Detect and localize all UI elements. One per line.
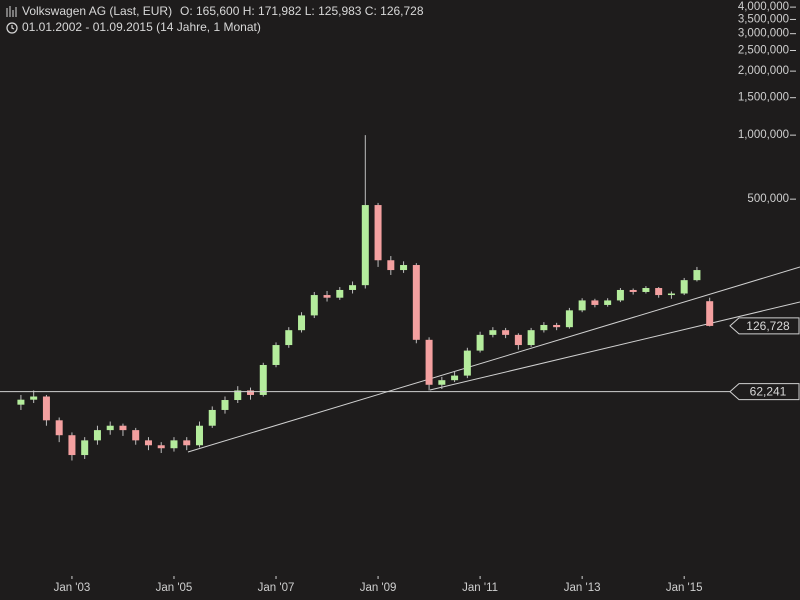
candle-body [310, 295, 318, 316]
bar-icon [6, 6, 17, 17]
price-tag [729, 383, 800, 401]
candle-body [272, 345, 280, 365]
candle-body [553, 324, 561, 328]
candle-body [234, 390, 242, 401]
candle-body [706, 301, 714, 326]
candle-body [642, 288, 650, 292]
candle-body [298, 315, 306, 331]
candle-body [438, 380, 446, 385]
price-tag-label: 62,241 [750, 385, 787, 399]
y-tick-label: 4,000,000 [738, 1, 789, 13]
y-tick-label: 1,000,000 [738, 129, 789, 141]
candle-body [17, 399, 25, 405]
price-tag-label: 126,728 [746, 319, 790, 333]
trendline [187, 266, 800, 453]
y-tick-label: 500,000 [747, 193, 789, 205]
candle-body [259, 364, 267, 395]
x-tick-label: Jan '03 [54, 582, 91, 594]
candle-body [374, 205, 382, 261]
candle-body [591, 300, 599, 305]
candle-body [42, 396, 50, 421]
candle-body [527, 330, 535, 346]
candle-body [195, 425, 203, 446]
candle-body [208, 409, 216, 426]
ohlc-info: O: 165,600 H: 171,982 L: 125,983 C: 126,… [180, 4, 424, 18]
candle-body [578, 300, 586, 311]
candle-body [247, 390, 255, 395]
candle-body [323, 295, 331, 298]
candle-body [55, 420, 63, 436]
candle-body [106, 425, 114, 431]
candle-body [502, 330, 510, 335]
x-tick-label: Jan '07 [258, 582, 295, 594]
candle-body [616, 289, 624, 301]
candle-body [132, 430, 140, 441]
candle-body [349, 285, 357, 290]
candle-body [655, 288, 663, 296]
x-tick-label: Jan '13 [564, 582, 601, 594]
candle-body [170, 440, 178, 449]
trendlines [187, 266, 800, 453]
chart-subtitle: 01.01.2002 - 01.09.2015 (14 Jahre, 1 Mon… [22, 20, 261, 34]
candle-body [476, 334, 484, 351]
candle-body [693, 270, 701, 281]
candle-body [667, 293, 675, 296]
candle-body [425, 339, 433, 385]
candle-body [412, 265, 420, 340]
y-tick-label: 3,000,000 [738, 28, 789, 40]
candle-body [144, 440, 152, 446]
y-tick-label: 3,500,000 [738, 13, 789, 25]
chart-title: Volkswagen AG (Last, EUR) [22, 4, 172, 18]
candle-body [157, 445, 165, 449]
x-tick-label: Jan '15 [666, 582, 703, 594]
candle-body [565, 310, 573, 328]
candle-body [400, 265, 408, 271]
candle-body [629, 289, 637, 292]
candle-body [221, 400, 229, 410]
candle-body [68, 435, 76, 456]
candle-body [183, 440, 191, 446]
price-tag [729, 317, 800, 335]
header: Volkswagen AG (Last, EUR) O: 165,600 H: … [6, 4, 424, 34]
candle-body [81, 440, 89, 456]
candle-body [361, 205, 369, 286]
candle-body [387, 260, 395, 271]
candle-body [680, 280, 688, 294]
candle-body [514, 334, 522, 346]
candle-body [540, 324, 548, 331]
candle-body [604, 300, 612, 305]
candle-body [285, 330, 293, 346]
y-tick-label: 1,500,000 [738, 92, 789, 104]
candle-body [336, 289, 344, 298]
candle-body [119, 425, 127, 431]
candle-body [93, 430, 101, 441]
candle-body [30, 396, 38, 400]
x-tick-label: Jan '09 [360, 582, 397, 594]
x-tick-label: Jan '05 [156, 582, 193, 594]
y-tick-label: 2,000,000 [738, 65, 789, 77]
clock-icon [6, 22, 18, 34]
candle-body [463, 350, 471, 376]
candle-body [451, 375, 459, 381]
x-tick-label: Jan '11 [462, 582, 498, 594]
candle-body [489, 330, 497, 335]
trendline [429, 301, 800, 391]
y-tick-label: 2,500,000 [738, 45, 789, 57]
